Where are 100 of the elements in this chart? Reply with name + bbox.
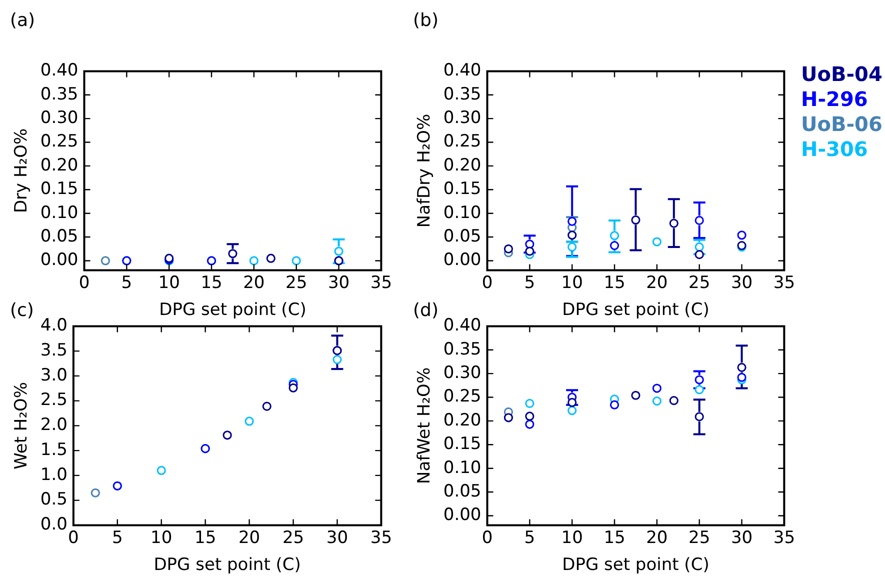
- y-tick-label: 0.40: [443, 316, 482, 336]
- y-tick-label: 0.25: [443, 132, 482, 152]
- y-tick-label: 0.00: [40, 250, 78, 270]
- y-tick-label: 0.40: [443, 60, 482, 81]
- y-tick-label: 0.35: [443, 339, 482, 360]
- point: [568, 398, 577, 408]
- point: [249, 256, 258, 266]
- y-tick-label: 2.5: [40, 390, 68, 410]
- x-axis-title: DPG set point (C): [154, 555, 301, 576]
- point: [694, 216, 704, 225]
- point: [694, 250, 704, 260]
- x-tick-label: 30: [730, 528, 753, 548]
- text: UoB-04: [801, 62, 882, 87]
- y-tick-label: 0.40: [40, 60, 78, 81]
- y-tick-label: 0.25: [40, 132, 78, 152]
- y-tick-label: 0.35: [40, 84, 78, 104]
- x-tick-label: 0: [68, 528, 79, 548]
- point: [100, 256, 110, 266]
- y-tick-label: 3.0: [40, 365, 68, 386]
- point: [737, 372, 746, 382]
- point: [334, 246, 344, 256]
- point: [568, 230, 577, 240]
- point: [631, 215, 640, 225]
- y-tick-label: 0.20: [443, 155, 482, 176]
- point: [332, 354, 342, 364]
- y-axis-title: NafWet H₂O%: [414, 367, 435, 484]
- y-tick-label: 0.05: [40, 226, 78, 246]
- point: [669, 218, 678, 228]
- point: [694, 385, 704, 394]
- y-tick-label: 0.20: [443, 410, 482, 430]
- point: [244, 416, 254, 426]
- y-tick-label: 0.30: [443, 108, 482, 128]
- point: [525, 246, 534, 256]
- point: [90, 488, 100, 498]
- point: [525, 398, 534, 408]
- y-tick-label: 0.15: [443, 434, 482, 454]
- x-axis-title: DPG set point (C): [562, 300, 710, 320]
- y-tick-label: 0.00: [443, 250, 482, 270]
- point: [610, 241, 620, 250]
- point: [652, 396, 662, 406]
- text: H-306: [801, 137, 869, 162]
- x-tick-label: 25: [286, 272, 308, 293]
- y-tick-label: 0.20: [40, 155, 78, 176]
- point: [737, 362, 746, 372]
- y-axis-title: Dry H₂O%: [12, 128, 32, 214]
- y-tick-label: 1.0: [40, 464, 68, 485]
- y-axis-title: Wet H₂O%: [12, 382, 32, 470]
- y-tick-label: 0.30: [443, 363, 482, 384]
- point: [525, 412, 534, 421]
- x-tick-label: 25: [282, 528, 304, 548]
- point: [568, 406, 577, 416]
- point: [262, 402, 272, 411]
- x-tick-label: 20: [646, 272, 668, 293]
- x-tick-label: 0: [78, 272, 90, 293]
- text: UoB-06: [801, 112, 882, 137]
- x-tick-label: 15: [200, 272, 222, 293]
- x-tick-label: 5: [524, 272, 536, 293]
- x-tick-label: 30: [328, 272, 350, 293]
- point: [292, 256, 301, 266]
- y-tick-label: 0.15: [40, 179, 78, 200]
- x-tick-label: 10: [158, 272, 180, 293]
- chart-title: (a): [10, 10, 36, 31]
- x-tick-label: 5: [112, 528, 123, 548]
- x-tick-label: 25: [688, 528, 710, 548]
- x-tick-label: 15: [604, 528, 626, 548]
- x-tick-label: 30: [730, 272, 753, 293]
- point: [610, 231, 620, 240]
- x-axis-title: DPG set point (C): [562, 555, 710, 576]
- x-tick-label: 35: [370, 272, 392, 293]
- point: [525, 420, 534, 429]
- y-axis-title: NafDry H₂O%: [414, 114, 435, 228]
- y-tick-label: 4.0: [40, 316, 68, 336]
- y-tick-label: 1.5: [40, 440, 68, 460]
- y-tick-label: 0.5: [40, 490, 68, 510]
- y-tick-label: 0.35: [443, 84, 482, 104]
- point: [737, 230, 746, 240]
- point: [266, 254, 276, 263]
- y-tick-label: 0.00: [443, 505, 482, 526]
- chart-title: (c): [10, 300, 34, 321]
- x-tick-label: 20: [243, 272, 265, 293]
- x-tick-label: 35: [370, 528, 392, 548]
- y-tick-label: 0.05: [443, 226, 482, 246]
- x-tick-label: 0: [482, 272, 493, 293]
- x-tick-label: 30: [326, 528, 348, 548]
- point: [222, 430, 232, 440]
- x-tick-label: 25: [688, 272, 710, 293]
- point: [568, 216, 577, 226]
- chart-title: (d): [413, 300, 438, 321]
- y-tick-label: 0.30: [40, 108, 78, 128]
- point: [669, 396, 678, 406]
- point: [631, 390, 640, 400]
- point: [652, 237, 662, 246]
- y-tick-label: 3.5: [40, 340, 68, 360]
- x-tick-label: 10: [561, 528, 583, 548]
- y-tick-label: 0.15: [443, 179, 482, 200]
- x-tick-label: 15: [604, 272, 626, 293]
- x-axis-title: DPG set point (C): [159, 300, 306, 320]
- x-tick-label: 10: [561, 272, 583, 293]
- x-tick-label: 10: [150, 528, 172, 548]
- x-tick-label: 5: [121, 272, 132, 293]
